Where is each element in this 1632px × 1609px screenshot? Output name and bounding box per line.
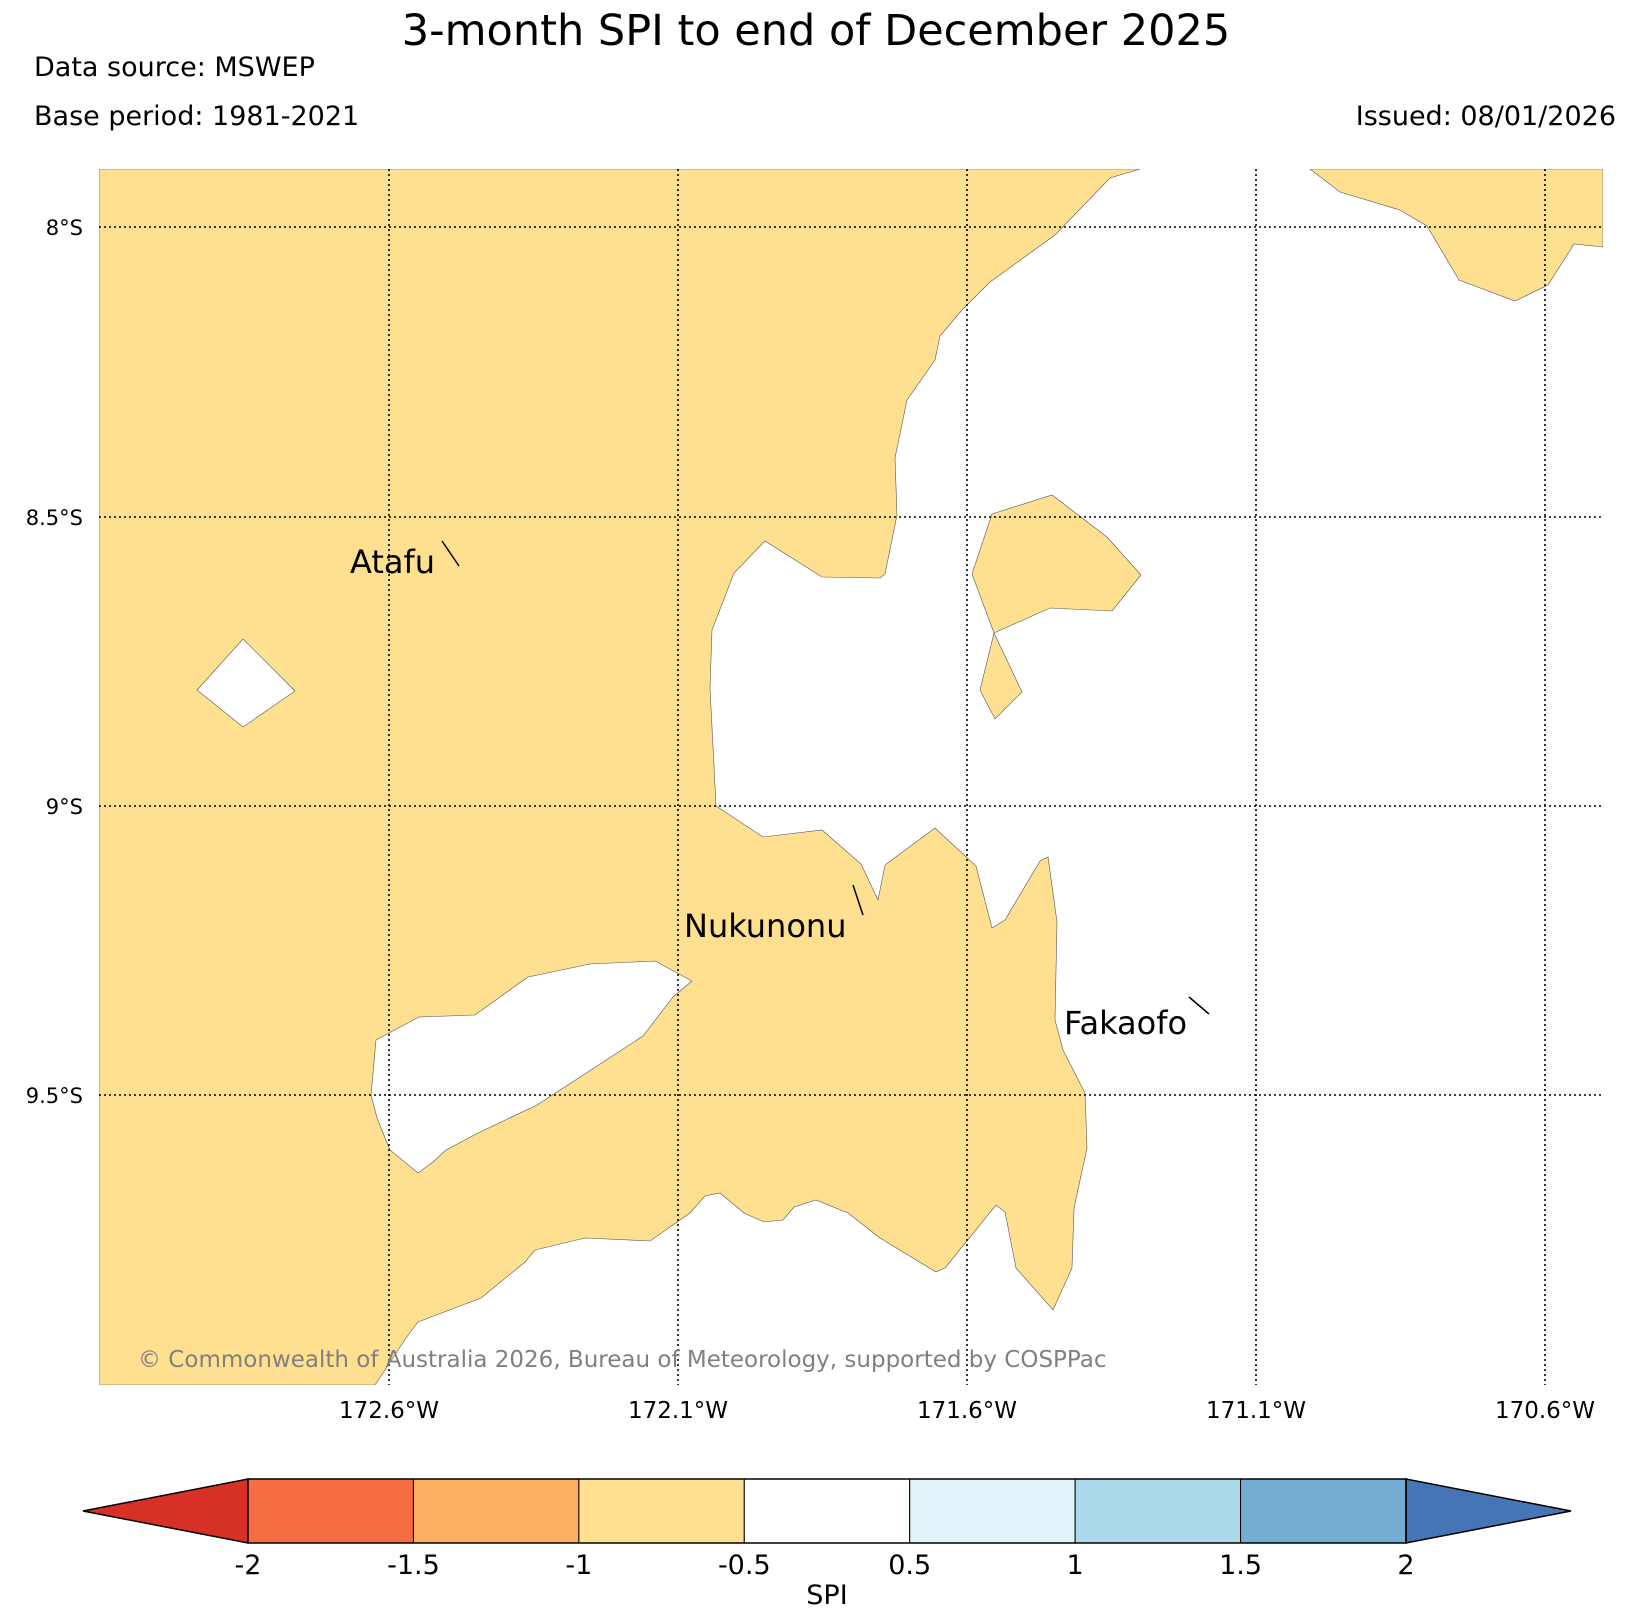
colorbar-bin bbox=[743, 1478, 911, 1544]
lon-label: 171.1°W bbox=[1206, 1398, 1306, 1424]
lat-label: 8°S bbox=[46, 216, 83, 240]
lon-label: 172.1°W bbox=[628, 1398, 728, 1424]
colorbar-tick-label: -0.5 bbox=[718, 1550, 771, 1581]
copyright-notice: © Commonwealth of Australia 2026, Bureau… bbox=[138, 1347, 1107, 1373]
issued-date-label: Issued: 08/01/2026 bbox=[1355, 101, 1616, 132]
colorbar-label: SPI bbox=[806, 1580, 847, 1609]
longitude-labels: 172.6°W 172.1°W 171.6°W 171.1°W 170.6°W bbox=[339, 1398, 1595, 1424]
place-label-nukunonu: Nukunonu bbox=[684, 907, 846, 945]
map-panel: 8°S 8.5°S 9°S 9.5°S 172.6°W 172.1°W 171.… bbox=[26, 169, 1603, 1424]
colorbar-bin bbox=[1074, 1478, 1242, 1544]
place-label-fakaofo: Fakaofo bbox=[1064, 1004, 1187, 1042]
spi-region-main bbox=[99, 169, 1141, 1385]
map-title: 3-month SPI to end of December 2025 bbox=[401, 6, 1231, 56]
base-period-label: Base period: 1981-2021 bbox=[34, 101, 360, 132]
colorbar-frame bbox=[247, 1478, 1407, 1544]
atoll-nukunonu-marker bbox=[852, 884, 864, 916]
colorbar-tick-label: 1.5 bbox=[1219, 1550, 1262, 1581]
spi-fill-layer bbox=[99, 169, 1603, 1385]
colorbar-bin bbox=[1240, 1478, 1407, 1544]
lat-label: 9°S bbox=[46, 795, 83, 819]
lon-label: 172.6°W bbox=[339, 1398, 439, 1424]
colorbar-extend-high bbox=[1405, 1478, 1572, 1544]
lat-label: 9.5°S bbox=[26, 1084, 83, 1108]
colorbar-bin bbox=[412, 1478, 580, 1544]
atoll-fakaofo-marker bbox=[1188, 996, 1210, 1015]
spi-region-northeast bbox=[1309, 169, 1603, 302]
colorbar-tick-label: 2 bbox=[1397, 1550, 1414, 1581]
colorbar-tick-label: -1 bbox=[565, 1550, 592, 1581]
place-labels: Atafu Nukunonu Fakaofo bbox=[350, 540, 1210, 1042]
colorbar-tick-label: 0.5 bbox=[888, 1550, 931, 1581]
colorbar-bin bbox=[578, 1478, 745, 1544]
place-label-atafu: Atafu bbox=[350, 543, 435, 581]
colorbar-tick-label: 1 bbox=[1067, 1550, 1084, 1581]
colorbar-ticks: -2 -1.5 -1 -0.5 0.5 1 1.5 2 bbox=[235, 1550, 1415, 1581]
latitude-labels: 8°S 8.5°S 9°S 9.5°S bbox=[26, 216, 83, 1108]
colorbar: -2 -1.5 -1 -0.5 0.5 1 1.5 2 SPI bbox=[82, 1478, 1572, 1609]
colorbar-bin bbox=[247, 1478, 414, 1544]
colorbar-tick-label: -2 bbox=[235, 1550, 262, 1581]
colorbar-tick-label: -1.5 bbox=[387, 1550, 440, 1581]
colorbar-bins bbox=[247, 1478, 1407, 1544]
spi-region-east-island bbox=[971, 494, 1142, 720]
lon-label: 170.6°W bbox=[1495, 1398, 1595, 1424]
colorbar-bin bbox=[909, 1478, 1076, 1544]
gridlines bbox=[99, 169, 1603, 1385]
colorbar-extend-low bbox=[82, 1478, 249, 1544]
lon-label: 171.6°W bbox=[917, 1398, 1017, 1424]
lat-label: 8.5°S bbox=[26, 506, 83, 530]
atoll-atafu-marker bbox=[441, 540, 460, 567]
data-source-label: Data source: MSWEP bbox=[34, 52, 315, 83]
